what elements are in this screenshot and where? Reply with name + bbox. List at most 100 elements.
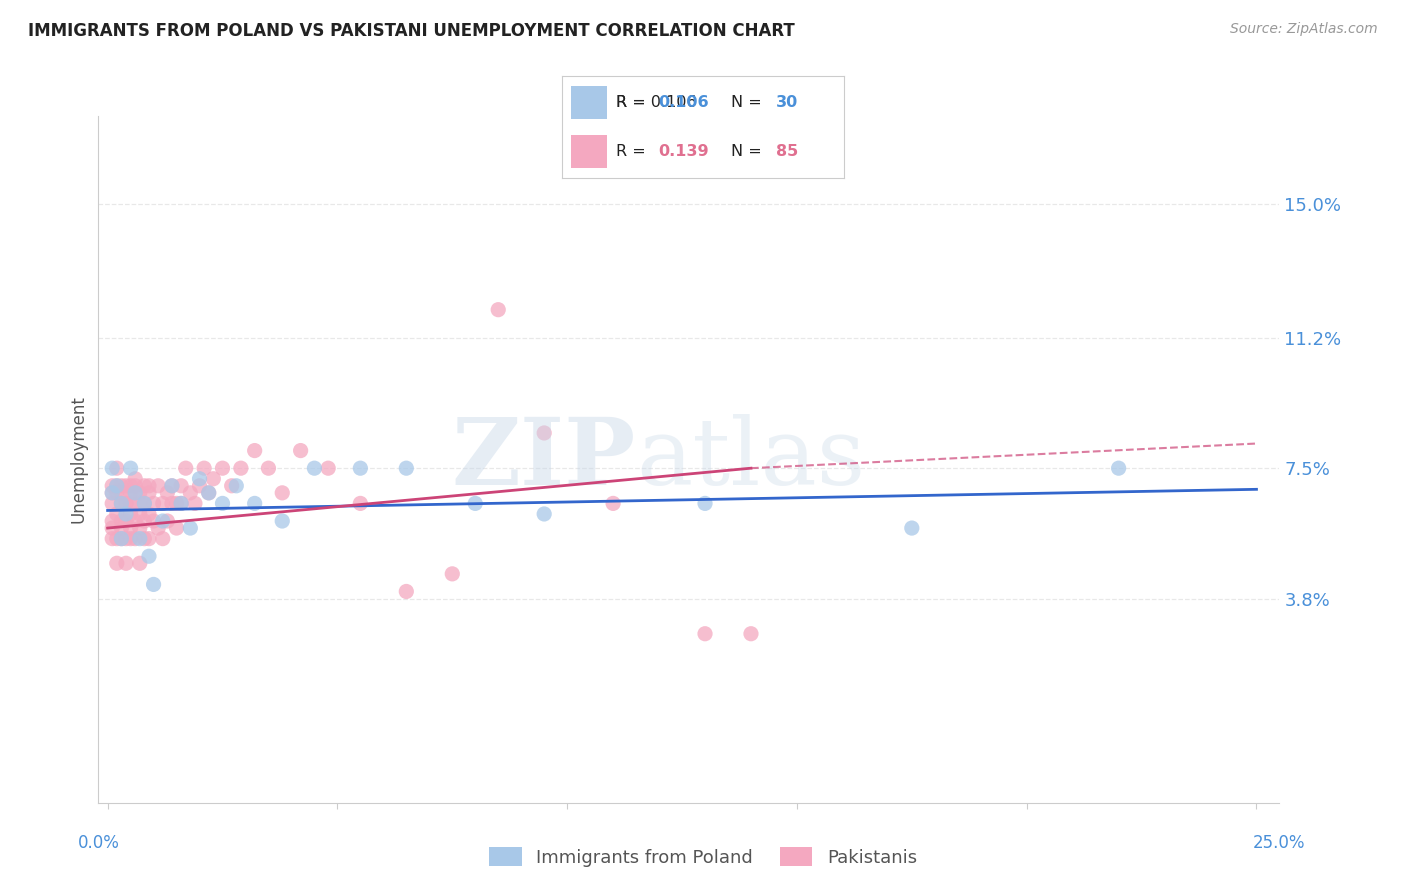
Point (740, 626, 762, 640)
Point (115, 532, 138, 546)
Point (395, 461, 418, 475)
Text: ZIP: ZIP (451, 415, 636, 504)
Point (533, 507, 555, 521)
Point (128, 496, 150, 510)
Text: Source: ZipAtlas.com: Source: ZipAtlas.com (1230, 22, 1378, 37)
Point (486, 302, 509, 317)
Point (110, 514, 132, 528)
Text: IMMIGRANTS FROM POLAND VS PAKISTANI UNEMPLOYMENT CORRELATION CHART: IMMIGRANTS FROM POLAND VS PAKISTANI UNEM… (28, 22, 794, 40)
Text: 85: 85 (776, 145, 799, 160)
Point (138, 479, 160, 493)
Point (124, 486, 146, 500)
Point (120, 521, 142, 535)
Point (128, 556, 150, 570)
Point (120, 461, 142, 475)
Point (120, 496, 142, 510)
Point (120, 507, 142, 521)
Point (290, 443, 312, 458)
Point (146, 479, 169, 493)
Point (602, 496, 624, 510)
Point (128, 532, 150, 546)
Point (170, 496, 193, 510)
Point (124, 486, 146, 500)
Text: N =: N = (731, 145, 768, 160)
Point (166, 521, 188, 535)
Point (101, 514, 124, 528)
Point (349, 461, 371, 475)
Point (188, 472, 211, 486)
Point (134, 496, 156, 510)
Point (124, 514, 146, 528)
Point (160, 479, 183, 493)
Point (105, 532, 128, 546)
Point (110, 496, 132, 510)
Point (120, 486, 142, 500)
Point (211, 461, 233, 475)
Text: 25.0%: 25.0% (1253, 834, 1306, 852)
Point (142, 514, 165, 528)
Point (188, 479, 211, 493)
Point (101, 486, 124, 500)
Point (225, 479, 247, 493)
Point (105, 556, 128, 570)
Point (110, 532, 132, 546)
Text: 0.106: 0.106 (658, 95, 709, 110)
Point (197, 486, 219, 500)
Point (105, 461, 128, 475)
Point (193, 461, 215, 475)
Point (115, 496, 138, 510)
Point (115, 496, 138, 510)
Point (243, 496, 266, 510)
Point (179, 521, 201, 535)
Point (166, 496, 188, 510)
Point (101, 496, 124, 510)
Point (1108, 461, 1130, 475)
Point (184, 496, 207, 510)
Point (115, 514, 138, 528)
Point (138, 507, 160, 521)
Point (124, 479, 146, 493)
Point (128, 521, 150, 535)
Point (101, 486, 124, 500)
Point (271, 486, 294, 500)
Point (152, 514, 174, 528)
Text: 30: 30 (776, 95, 799, 110)
Text: 0.139: 0.139 (658, 145, 709, 160)
Point (110, 486, 132, 500)
Point (142, 577, 165, 591)
Point (174, 461, 197, 475)
Point (229, 461, 252, 475)
Point (115, 507, 138, 521)
Point (243, 443, 266, 458)
Point (160, 479, 183, 493)
Point (156, 514, 179, 528)
Point (146, 521, 169, 535)
Point (349, 496, 371, 510)
Bar (571, 136, 607, 168)
Point (124, 472, 146, 486)
Point (105, 479, 128, 493)
Text: 0.0%: 0.0% (77, 834, 120, 852)
Point (124, 532, 146, 546)
Point (152, 496, 174, 510)
Point (115, 479, 138, 493)
Point (464, 496, 486, 510)
Point (271, 514, 294, 528)
Point (156, 486, 179, 500)
Text: R =: R = (616, 145, 651, 160)
Point (316, 461, 339, 475)
Legend: Immigrants from Poland, Pakistanis: Immigrants from Poland, Pakistanis (482, 840, 924, 874)
Point (202, 472, 225, 486)
Point (138, 486, 160, 500)
Point (221, 479, 243, 493)
Point (101, 461, 124, 475)
Point (120, 479, 142, 493)
Text: R = 0.106: R = 0.106 (616, 95, 696, 110)
Point (142, 496, 165, 510)
Point (105, 507, 128, 521)
Point (179, 486, 201, 500)
Point (170, 496, 193, 510)
Point (134, 532, 156, 546)
Point (134, 496, 156, 510)
Point (901, 521, 924, 535)
